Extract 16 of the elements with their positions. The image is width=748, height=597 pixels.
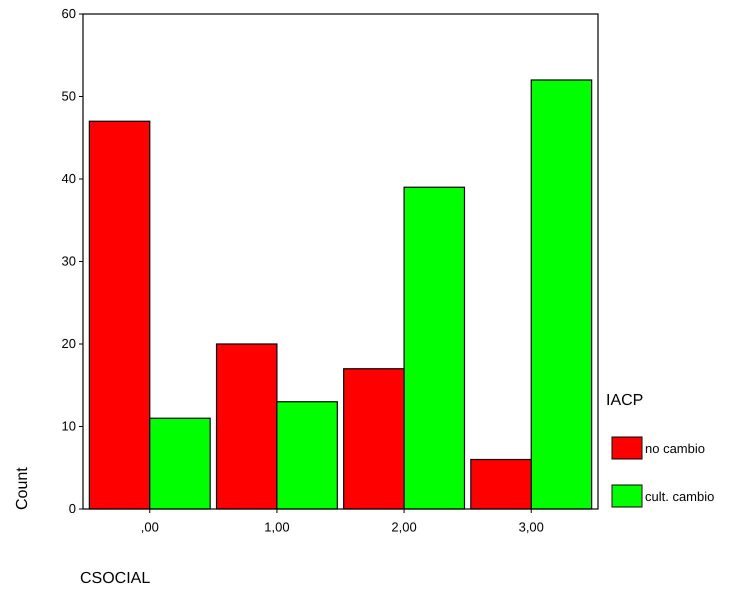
- x-tick-label: 2,00: [391, 520, 417, 535]
- y-tick-label: 0: [68, 501, 76, 516]
- y-axis-title: Count: [14, 466, 31, 510]
- y-tick-label: 20: [62, 336, 76, 352]
- legend-label: no cambio: [645, 441, 705, 456]
- legend-label: cult. cambio: [645, 489, 714, 504]
- x-tick-label: ,00: [140, 520, 159, 535]
- y-tick-label: 10: [62, 418, 76, 434]
- y-tick-label: 40: [62, 171, 76, 186]
- x-axis-title: CSOCIAL: [80, 570, 150, 587]
- y-tick-label: 50: [62, 88, 76, 104]
- x-tick-label: 1,00: [264, 520, 290, 535]
- y-tick-label: 30: [62, 254, 76, 269]
- legend-title: IACP: [606, 392, 644, 409]
- x-tick-label: 3,00: [518, 520, 544, 535]
- y-tick-label: 60: [62, 6, 76, 22]
